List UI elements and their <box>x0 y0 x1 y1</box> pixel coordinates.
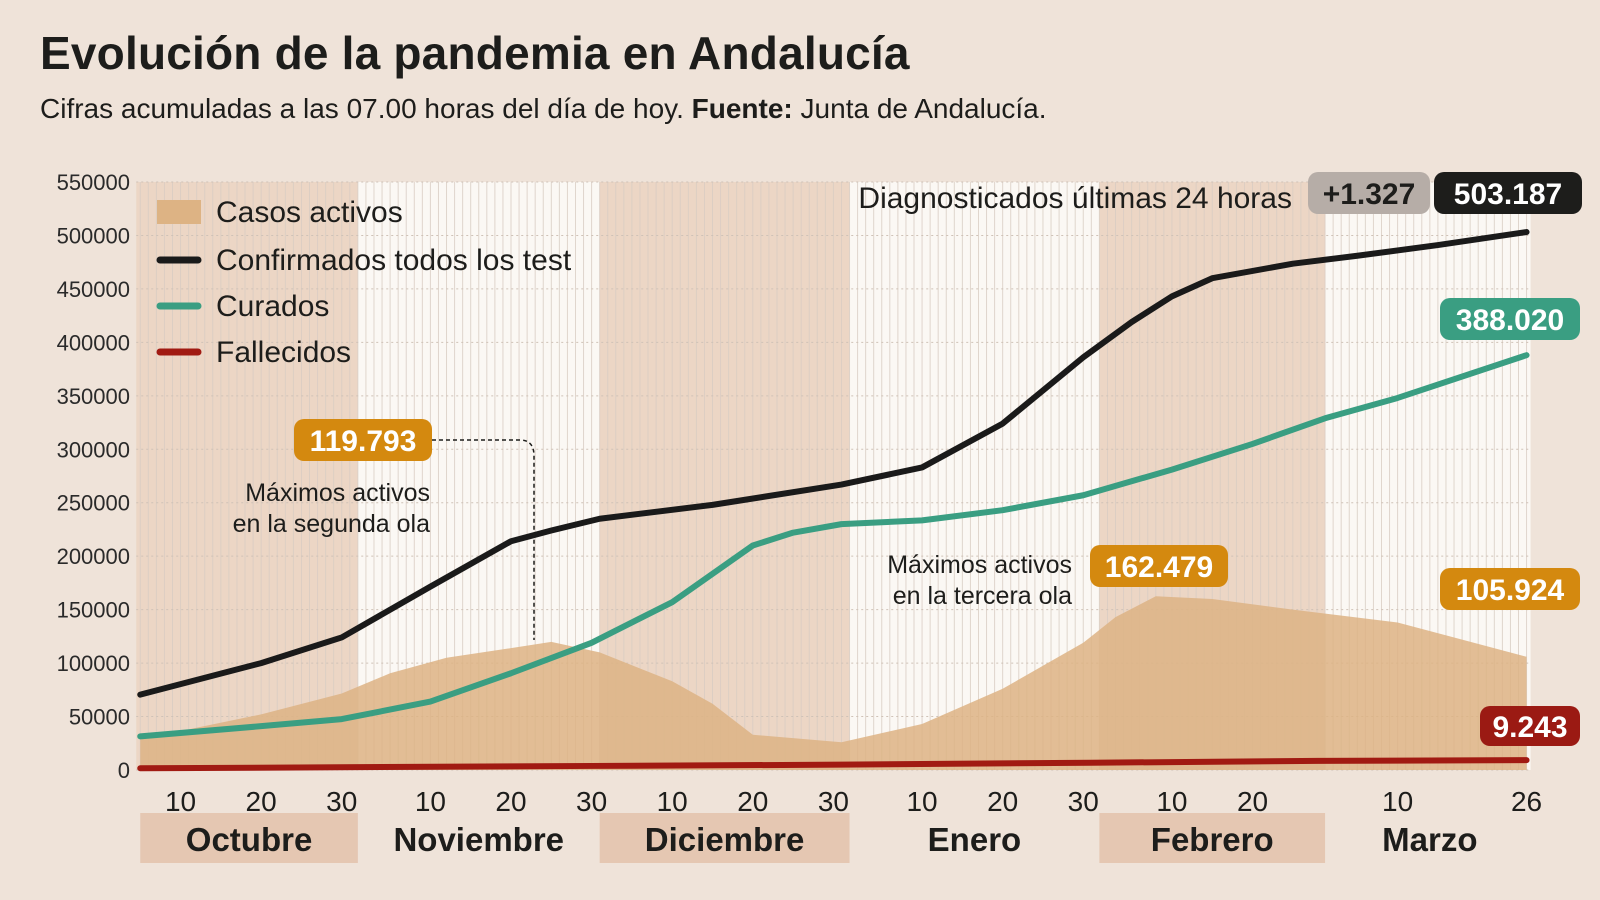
month-label-box <box>599 813 850 863</box>
y-tick-label: 250000 <box>57 491 130 516</box>
recovered-total-value: 388.020 <box>1456 304 1564 337</box>
y-tick-label: 550000 <box>57 170 130 195</box>
x-tick-label: 20 <box>987 786 1018 817</box>
third-wave-text-line1: Máximos activos <box>887 551 1072 579</box>
subtitle-text: Cifras acumuladas a las 07.00 horas del … <box>40 93 684 124</box>
y-axis-ticks: 0 50000 100000 150000 200000 250000 300000 3500… <box>57 170 130 783</box>
series-area-casos <box>140 596 1527 770</box>
y-tick-label: 300000 <box>57 437 130 462</box>
month-label: Febrero <box>1151 821 1274 858</box>
recovered-total-pill <box>1440 298 1580 340</box>
y-tick-label: 200000 <box>57 544 130 569</box>
month-label-box <box>1099 813 1326 863</box>
x-tick-label: 10 <box>165 786 196 817</box>
third-wave-peak-pill <box>1090 545 1228 587</box>
active-current-pill <box>1440 568 1580 610</box>
second-wave-text-line2: en la segunda ola <box>233 510 430 538</box>
series-line-curados <box>137 352 1530 740</box>
second-wave-peak-pill <box>294 419 432 461</box>
confirmed-total-pill <box>1434 172 1582 214</box>
chart-subtitle: Cifras acumuladas a las 07.00 horas del … <box>40 93 1047 125</box>
y-tick-label: 350000 <box>57 384 130 409</box>
legend-label-fallecidos: Fallecidos <box>216 336 351 369</box>
second-wave-peak-value: 119.793 <box>310 425 417 458</box>
x-tick-label: 30 <box>818 786 849 817</box>
series-layer <box>137 229 1530 772</box>
chart-title: Evolución de la pandemia en Andalucía <box>40 27 910 79</box>
second-wave-connector <box>432 439 535 640</box>
annotations: Diagnosticados últimas 24 horas +1.327 5… <box>233 172 1582 746</box>
daily-increase-pill <box>1308 172 1430 214</box>
source-name: Junta de Andalucía. <box>800 93 1047 124</box>
legend-label-casos-activos: Casos activos <box>216 196 403 229</box>
x-tick-label: 20 <box>495 786 526 817</box>
second-wave-text-line1: Máximos activos <box>245 479 430 507</box>
deaths-total-pill <box>1480 706 1580 746</box>
daily-increase-value: +1.327 <box>1323 178 1416 211</box>
y-tick-label: 0 <box>118 758 130 783</box>
legend: Casos activos Confirmados todos los test… <box>156 196 572 369</box>
y-tick-label: 400000 <box>57 330 130 355</box>
x-tick-label: 10 <box>657 786 688 817</box>
third-wave-text-line2: en la tercera ola <box>893 582 1072 610</box>
confirmed-total-value: 503.187 <box>1454 178 1562 211</box>
x-tick-label: 10 <box>1156 786 1187 817</box>
month-labels: Octubre Noviembre Diciembre Enero Febrero Mar… <box>140 813 1478 863</box>
y-tick-label: 500000 <box>57 223 130 248</box>
x-tick-label: 26 <box>1511 786 1542 817</box>
x-tick-label: 20 <box>1237 786 1268 817</box>
y-tick-label: 100000 <box>57 651 130 676</box>
x-tick-label: 30 <box>576 786 607 817</box>
series-line-fallecidos <box>137 757 1530 772</box>
month-label: Diciembre <box>645 821 805 858</box>
daily-label: Diagnosticados últimas 24 horas <box>858 182 1292 215</box>
x-tick-label: 20 <box>737 786 768 817</box>
x-axis-ticks: 10 20 30 10 20 30 10 20 30 10 20 30 10 20 10 26 <box>165 786 1542 817</box>
y-tick-label: 150000 <box>57 598 130 623</box>
month-band <box>136 182 358 770</box>
y-tick-label: 50000 <box>69 705 130 730</box>
month-label: Octubre <box>186 821 313 858</box>
month-label: Marzo <box>1382 821 1477 858</box>
month-label-box <box>140 813 358 863</box>
source-label: Fuente: <box>691 93 793 124</box>
legend-label-curados: Curados <box>216 290 329 323</box>
month-label: Enero <box>928 821 1022 858</box>
third-wave-peak-value: 162.479 <box>1105 551 1213 584</box>
month-label: Noviembre <box>393 821 564 858</box>
legend-label-confirmados: Confirmados todos los test <box>216 244 572 277</box>
x-tick-label: 10 <box>415 786 446 817</box>
y-tick-label: 450000 <box>57 277 130 302</box>
x-tick-label: 10 <box>1382 786 1413 817</box>
legend-swatch-casos-activos <box>157 200 201 224</box>
deaths-total-value: 9.243 <box>1492 711 1567 744</box>
x-tick-label: 20 <box>246 786 277 817</box>
active-current-value: 105.924 <box>1456 574 1565 607</box>
x-tick-label: 30 <box>1068 786 1099 817</box>
x-tick-label: 10 <box>906 786 937 817</box>
x-tick-label: 30 <box>326 786 357 817</box>
